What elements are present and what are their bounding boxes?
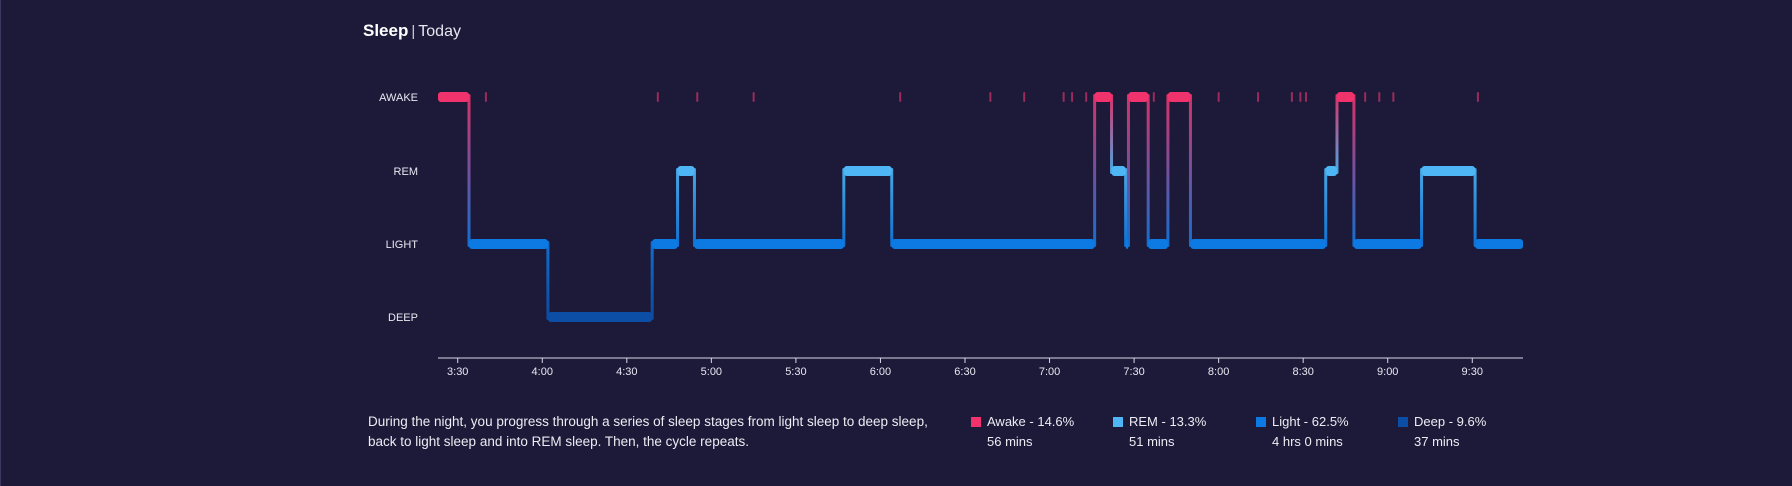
stage-transition [890, 168, 894, 247]
stage-transition [467, 94, 471, 247]
stage-transition [1420, 168, 1424, 247]
stage-transition [1324, 168, 1328, 247]
awake-blip [1062, 92, 1065, 102]
legend-item: Light - 62.5% 4 hrs 0 mins [1256, 412, 1349, 452]
legend-label: Light - 62.5% [1272, 414, 1349, 429]
legend-duration: 51 mins [1129, 434, 1175, 449]
legend-swatch [1113, 417, 1123, 427]
stage-transition [1093, 94, 1097, 247]
stage-label-awake: AWAKE [379, 92, 418, 104]
awake-blip [1152, 92, 1155, 102]
x-tick-label: 9:00 [1377, 366, 1398, 378]
stage-label-rem: REM [394, 166, 418, 178]
awake-blip [989, 92, 992, 102]
sleep-segment-light [891, 239, 1095, 249]
sleep-segment-deep [547, 312, 653, 322]
stage-transition [676, 168, 680, 247]
sleep-segment-rem [1325, 166, 1337, 176]
legend-swatch [971, 417, 981, 427]
sleep-segment-light [1148, 239, 1168, 249]
sleep-segment-light [694, 239, 844, 249]
awake-blip [1071, 92, 1074, 102]
stage-transition [1126, 94, 1130, 247]
stage-transition [1188, 94, 1192, 247]
x-tick-label: 3:30 [447, 366, 468, 378]
stage-transition [1335, 94, 1339, 174]
legend-item: Deep - 9.6% 37 mins [1398, 412, 1486, 452]
legend-label: REM - 13.3% [1129, 414, 1207, 429]
x-tick-label: 5:30 [785, 366, 806, 378]
stage-transition [842, 168, 846, 247]
stage-transition [650, 241, 654, 320]
legend-label: Awake - 14.6% [987, 414, 1075, 429]
awake-blip [1023, 92, 1026, 102]
awake-blip [1217, 92, 1220, 102]
stage-transition [692, 168, 696, 247]
x-tick-label: 6:00 [870, 366, 891, 378]
sleep-segment-light [1353, 239, 1422, 249]
awake-blip [656, 92, 659, 102]
stage-transition [546, 241, 550, 320]
sleep-segment-rem [843, 166, 892, 176]
legend-duration: 37 mins [1414, 434, 1460, 449]
stage-transition [1110, 94, 1114, 174]
awake-blip [696, 92, 699, 102]
legend-duration: 4 hrs 0 mins [1272, 434, 1343, 449]
sleep-description: During the night, you progress through a… [368, 414, 928, 449]
awake-blip [1290, 92, 1293, 102]
x-tick-label: 7:30 [1123, 366, 1144, 378]
sleep-segment-light [652, 239, 678, 249]
sleep-segment-awake [438, 92, 469, 102]
sleep-segment-awake [1337, 92, 1354, 102]
x-tick-label: 8:30 [1292, 366, 1313, 378]
sleep-stage-chart: AWAKE REM LIGHT DEEP 3:30 4:00 4:30 5:00 5:30 6:… [379, 92, 1523, 378]
awake-blip [484, 92, 487, 102]
x-tick-label: 9:30 [1462, 366, 1483, 378]
title-separator: | [411, 23, 416, 40]
awake-blip [1085, 92, 1088, 102]
period-label[interactable]: Today [418, 23, 461, 40]
sleep-segment-awake [1167, 92, 1191, 102]
sleep-segment-rem [1111, 166, 1126, 176]
sleep-segment-awake [1128, 92, 1149, 102]
x-tick-label: 4:30 [616, 366, 637, 378]
x-tick-label: 7:00 [1039, 366, 1060, 378]
awake-blip [1305, 92, 1307, 102]
sleep-segment-light [1475, 239, 1523, 249]
chart-header: Sleep | Today [363, 20, 461, 43]
left-border [0, 0, 1, 486]
awake-blip [1364, 92, 1367, 102]
awake-blip [1378, 92, 1381, 102]
stage-label-light: LIGHT [386, 239, 419, 251]
legend-duration: 56 mins [987, 434, 1033, 449]
legend-swatch [1256, 417, 1266, 427]
legend-item: Awake - 14.6% 56 mins [971, 412, 1074, 452]
legend-label: Deep - 9.6% [1414, 414, 1487, 429]
stage-transition [1146, 94, 1150, 247]
sleep-segment-awake [1094, 92, 1112, 102]
stage-label-deep: DEEP [388, 312, 418, 324]
stage-transition [1166, 94, 1170, 247]
legend-item: REM - 13.3% 51 mins [1113, 412, 1206, 452]
x-tick-label: 5:00 [701, 366, 722, 378]
x-tick-label: 6:30 [954, 366, 975, 378]
awake-blip [1299, 92, 1302, 102]
sleep-segment-light [1125, 239, 1129, 249]
x-tick-label: 8:00 [1208, 366, 1229, 378]
x-tick-label: 4:00 [532, 366, 553, 378]
stage-transition [1352, 94, 1356, 247]
awake-blip [1392, 92, 1395, 102]
awake-blip [752, 92, 755, 102]
awake-blip [1257, 92, 1260, 102]
sleep-segment-light [1190, 239, 1326, 249]
chart-title: Sleep [363, 21, 409, 40]
awake-blip [1476, 92, 1479, 102]
stage-transition [1124, 168, 1128, 247]
sleep-segment-rem [1421, 166, 1476, 176]
sleep-segment-light [469, 239, 548, 249]
sleep-segment-rem [677, 166, 695, 176]
legend-swatch [1398, 417, 1408, 427]
awake-blip [899, 92, 902, 102]
stage-transition [1473, 168, 1477, 247]
